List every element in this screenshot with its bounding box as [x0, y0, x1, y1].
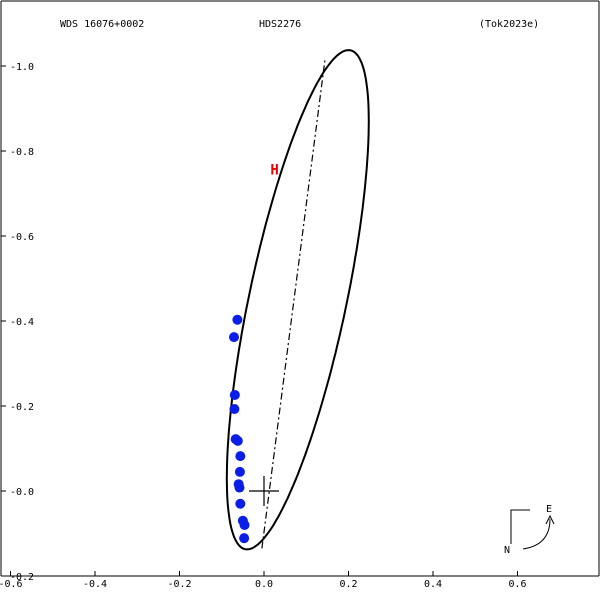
x-tick-label: -0.2: [167, 579, 191, 590]
x-tick-label: 0.6: [508, 579, 526, 590]
compass-north-arm: [510, 509, 530, 544]
axis-ticks: -0.6 -0.4 -0.2 0.0 0.2 0.4 0.6 -0.2 -0.0 -0.2 -0.4…: [0, 62, 527, 590]
compass-east-label: E: [546, 504, 552, 515]
x-tick-label: -0.4: [83, 579, 107, 590]
compass-north-label: N: [504, 545, 510, 556]
compass: E N: [504, 504, 555, 556]
y-tick-label: -0.0: [10, 487, 34, 498]
compass-arc-arrow: [522, 518, 551, 550]
discoverer-label: HDS2276: [259, 19, 301, 30]
compass-arrowhead: [545, 514, 555, 525]
observation-point: [229, 403, 240, 414]
y-tick-label: -0.2: [10, 572, 34, 583]
observation-point: [229, 332, 240, 343]
observation-point: [235, 498, 246, 509]
x-tick-label: 0.0: [255, 579, 273, 590]
observation-point: [229, 389, 240, 400]
y-tick-label: -0.2: [10, 402, 34, 413]
y-tick-label: -0.6: [10, 232, 34, 243]
y-tick-label: -0.8: [10, 147, 34, 158]
observation-points: H: [229, 163, 279, 544]
observation-point: [232, 435, 243, 446]
x-tick-label: -0.6: [0, 579, 23, 590]
orbit-ellipse: [225, 49, 370, 551]
wds-label: WDS 16076+0002: [60, 19, 144, 30]
y-tick-label: -0.4: [10, 317, 34, 328]
observation-point: [234, 482, 245, 493]
x-tick-label: 0.4: [424, 579, 442, 590]
y-tick-label: -1.0: [10, 62, 34, 73]
observation-point: [232, 314, 243, 325]
reference-label: (Tok2023e): [479, 19, 539, 30]
observation-point: [239, 520, 250, 530]
x-tick-label: 0.2: [339, 579, 357, 590]
observation-point: [234, 466, 245, 477]
observation-point: [235, 451, 246, 462]
line-of-nodes: [261, 57, 326, 549]
observation-point: [239, 533, 250, 544]
speckle-marker: H: [270, 163, 278, 179]
orbit-layer: [225, 49, 370, 551]
